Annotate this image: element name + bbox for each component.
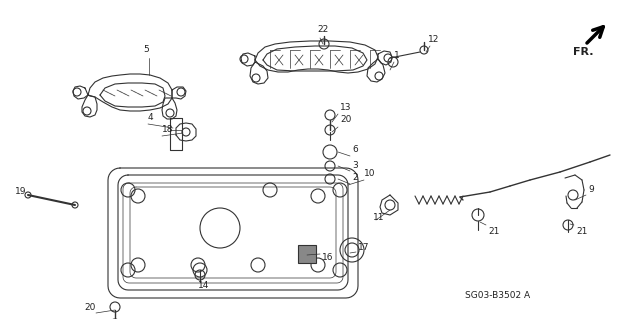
Text: 3: 3: [352, 160, 358, 169]
Text: 20: 20: [340, 115, 351, 124]
Text: 19: 19: [15, 188, 26, 197]
Text: 20: 20: [84, 303, 95, 313]
Text: 22: 22: [317, 26, 328, 34]
Text: 21: 21: [488, 227, 499, 236]
Text: 1: 1: [394, 51, 400, 61]
Text: 14: 14: [198, 280, 209, 290]
Text: 9: 9: [588, 186, 594, 195]
Text: 2: 2: [352, 174, 358, 182]
Text: 16: 16: [322, 254, 333, 263]
Circle shape: [345, 243, 359, 257]
Text: SG03-B3502 A: SG03-B3502 A: [465, 292, 530, 300]
Text: 5: 5: [143, 46, 148, 55]
Text: 13: 13: [340, 103, 351, 113]
Text: 21: 21: [576, 227, 588, 236]
Text: 6: 6: [352, 145, 358, 154]
Text: FR.: FR.: [573, 47, 593, 57]
Text: 17: 17: [358, 243, 369, 253]
Bar: [298, 245, 316, 263]
Text: 10: 10: [364, 169, 376, 179]
Text: 15: 15: [84, 318, 95, 319]
Text: 12: 12: [428, 35, 440, 44]
Text: 18: 18: [162, 125, 173, 135]
Text: 4: 4: [148, 114, 154, 122]
Text: 11: 11: [373, 213, 385, 222]
